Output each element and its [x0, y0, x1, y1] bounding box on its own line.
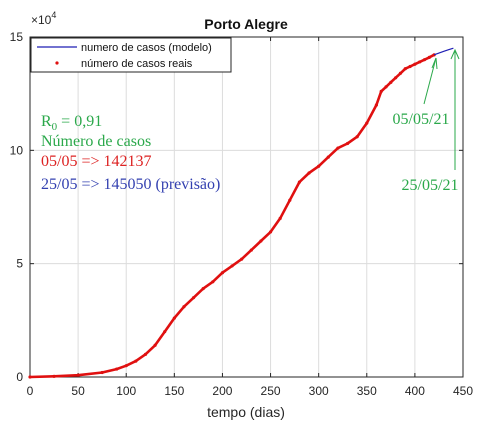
real-data-point	[389, 80, 393, 84]
real-data-point	[317, 164, 321, 168]
annotation-forecast: 25/05 => 145050 (previsão)	[41, 176, 220, 193]
real-data-point	[191, 296, 196, 300]
real-data-point	[134, 359, 138, 363]
real-data-point	[211, 280, 215, 284]
y-tick-label: 10	[10, 143, 24, 157]
arrow-forecast-head	[450, 48, 460, 60]
real-data-point	[278, 216, 282, 220]
x-axis-label: tempo (dias)	[207, 404, 285, 420]
grid-lines	[30, 37, 463, 377]
real-data-point	[355, 135, 359, 139]
real-data-point	[408, 64, 412, 69]
annotation-cases-label: Número de casos	[41, 133, 151, 150]
y-tick-label: 5	[16, 257, 23, 271]
arrow-real-head	[431, 57, 438, 70]
y-tick-label: 0	[16, 370, 23, 384]
real-data-point	[297, 180, 302, 184]
real-data-point	[268, 230, 273, 234]
real-data-point	[201, 287, 205, 291]
real-data-point	[124, 364, 128, 368]
real-data-point	[379, 89, 383, 93]
real-data-point	[418, 60, 422, 64]
real-data-point	[374, 103, 378, 107]
real-data-point	[326, 155, 330, 159]
real-data-point	[230, 264, 234, 268]
real-data-point	[76, 373, 80, 377]
y-axis-exponent: ×104	[31, 10, 56, 27]
annotation-date-forecast: 25/05/21	[402, 177, 459, 194]
real-data-point	[427, 55, 431, 60]
real-data-point	[182, 305, 186, 309]
x-tick-label: 200	[212, 384, 232, 398]
x-tick-label: 450	[453, 384, 473, 398]
annotation-real-cases: 05/05 => 142137	[41, 153, 152, 170]
arrow-real-shaft	[423, 57, 437, 105]
x-axis: 0 50 100 150 200 250 300 350 400 450	[27, 37, 473, 398]
real-data-point	[345, 141, 350, 146]
series-real-cases	[28, 53, 436, 379]
arrow-real	[423, 57, 438, 105]
x-tick-label: 400	[405, 384, 425, 398]
real-data-point	[163, 330, 167, 334]
real-data-point	[143, 352, 148, 356]
real-data-point	[365, 121, 369, 125]
x-tick-label: 300	[309, 384, 329, 398]
x-tick-label: 150	[164, 384, 184, 398]
x-tick-label: 50	[71, 384, 85, 398]
real-data-point	[394, 76, 398, 80]
real-data-point	[249, 248, 253, 252]
series-real-line	[28, 53, 436, 379]
legend-box	[30, 37, 232, 73]
real-data-point	[52, 374, 56, 378]
x-tick-label: 100	[116, 384, 136, 398]
real-data-point	[384, 85, 388, 89]
real-data-point	[115, 367, 119, 371]
real-data-point	[413, 62, 417, 66]
annotation-r0: R0 = 0,91	[41, 113, 102, 133]
chart-title: Porto Alegre	[204, 16, 288, 32]
annotation-date-real: 05/05/21	[393, 111, 450, 128]
real-data-point	[153, 343, 157, 347]
real-data-point	[403, 67, 407, 71]
x-tick-label: 350	[357, 384, 377, 398]
plot-area-frame	[29, 36, 464, 378]
real-data-point	[288, 198, 292, 202]
real-data-point	[259, 239, 263, 243]
y-axis: 0 5 10 15	[10, 30, 463, 384]
y-tick-label: 15	[10, 30, 24, 44]
real-data-point	[172, 316, 176, 320]
legend-model-label: numero de casos (modelo)	[81, 42, 212, 54]
x-tick-label: 0	[27, 384, 34, 398]
real-data-point	[28, 375, 32, 379]
real-data-point	[100, 370, 104, 375]
legend-real-label: número de casos reais	[81, 58, 193, 70]
real-data-point	[398, 71, 403, 75]
real-data-point	[422, 58, 427, 62]
series-model-line	[433, 47, 454, 56]
legend: numero de casos (modelo) número de casos…	[30, 37, 232, 73]
legend-real-swatch	[55, 61, 59, 65]
real-data-point	[336, 146, 340, 150]
real-data-point	[307, 171, 311, 175]
series-model-cases	[433, 47, 454, 56]
x-tick-label: 250	[261, 384, 281, 398]
real-data-point	[240, 257, 244, 261]
arrow-forecast	[450, 48, 460, 170]
real-data-point	[220, 271, 225, 275]
